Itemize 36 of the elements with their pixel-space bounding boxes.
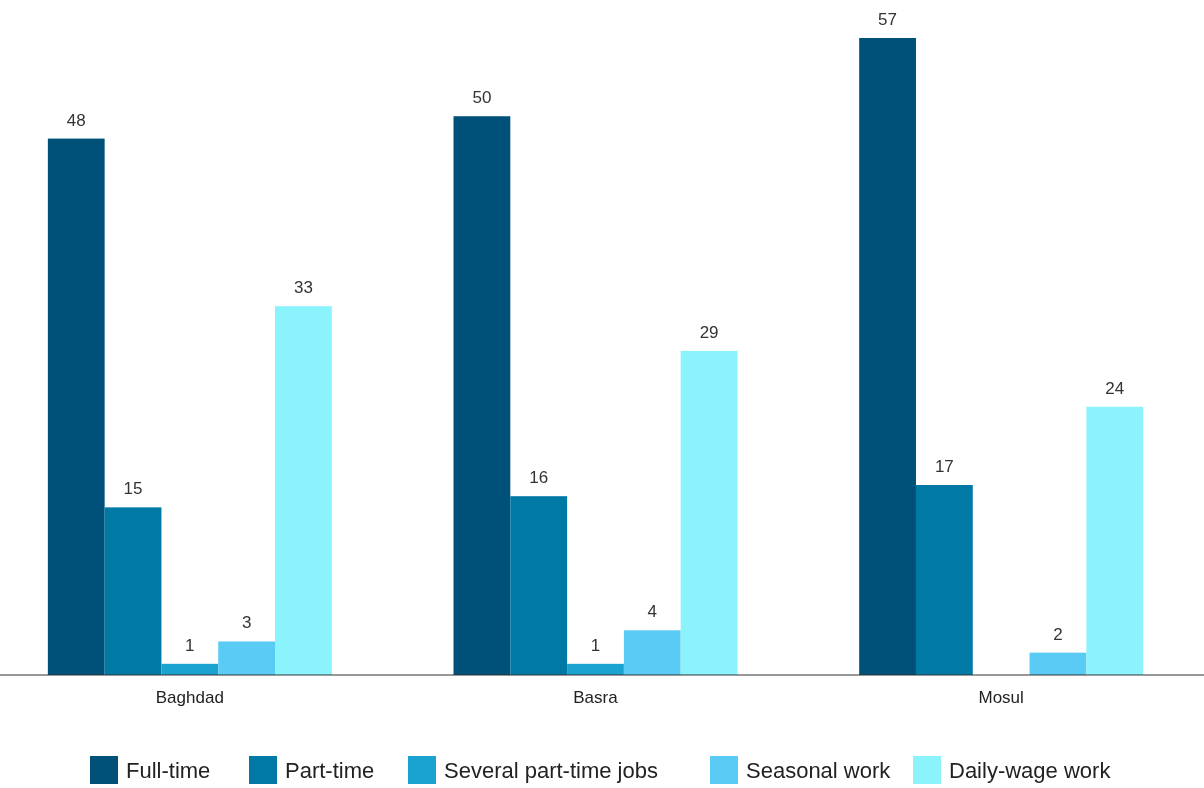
data-label: 15 bbox=[123, 479, 143, 499]
data-label: 29 bbox=[699, 322, 719, 342]
data-label: 17 bbox=[934, 457, 954, 477]
x-tick-label: Mosul bbox=[978, 688, 1024, 707]
bar bbox=[859, 38, 916, 675]
legend-label: Several part-time jobs bbox=[444, 758, 658, 783]
bar bbox=[510, 496, 568, 675]
x-tick-label: Basra bbox=[573, 688, 619, 707]
legend-label: Seasonal work bbox=[746, 758, 892, 783]
legend-label: Part-time bbox=[285, 758, 375, 783]
data-label: 50 bbox=[472, 88, 492, 108]
bar bbox=[275, 306, 332, 675]
data-label: 33 bbox=[293, 278, 313, 298]
data-label: 16 bbox=[529, 468, 549, 488]
bar bbox=[47, 138, 105, 675]
data-label: 57 bbox=[878, 10, 898, 29]
data-label: 4 bbox=[647, 602, 658, 622]
bar bbox=[567, 663, 624, 675]
bar bbox=[915, 485, 973, 675]
bar bbox=[161, 663, 219, 675]
legend-label: Daily-wage work bbox=[949, 758, 1112, 783]
bar bbox=[623, 630, 681, 675]
data-label: 24 bbox=[1105, 378, 1125, 398]
data-label: 2 bbox=[1053, 624, 1063, 644]
data-label: 1 bbox=[590, 635, 601, 655]
x-tick-label: Baghdad bbox=[155, 688, 224, 707]
data-label: 48 bbox=[66, 110, 86, 130]
bar bbox=[453, 116, 511, 675]
bar bbox=[1086, 406, 1144, 675]
data-label: 3 bbox=[241, 613, 252, 633]
data-label: 1 bbox=[185, 635, 195, 655]
legend-label: Full-time bbox=[126, 758, 211, 783]
bar bbox=[680, 350, 738, 675]
bar bbox=[1029, 652, 1087, 675]
bar bbox=[104, 507, 162, 675]
bar bbox=[218, 641, 276, 675]
